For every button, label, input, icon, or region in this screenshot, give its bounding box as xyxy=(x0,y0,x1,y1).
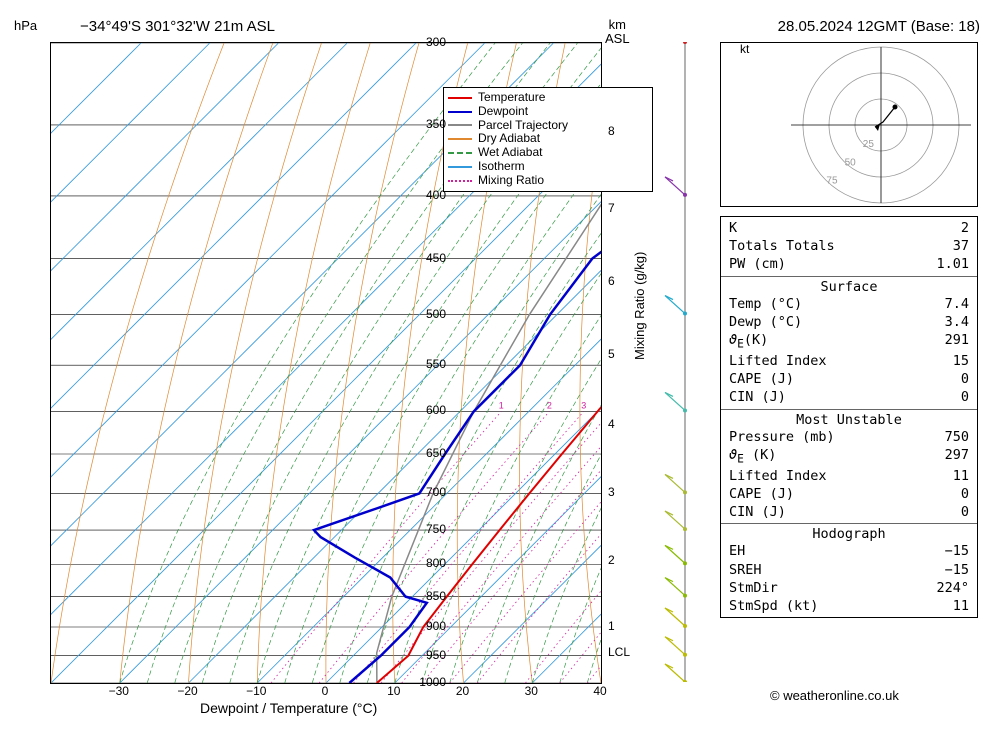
data-row: Pressure (mb)750 xyxy=(729,428,969,446)
data-row: EH−15 xyxy=(729,542,969,560)
ytick-altitude: 7 xyxy=(608,201,638,215)
xtick-temp: 20 xyxy=(443,684,483,698)
svg-text:2: 2 xyxy=(547,400,552,410)
ytick-altitude: 3 xyxy=(608,485,638,499)
data-row: K2 xyxy=(729,219,969,237)
xtick-temp: −10 xyxy=(236,684,276,698)
data-row: Lifted Index15 xyxy=(729,352,969,370)
ytick-pressure: 600 xyxy=(406,403,446,417)
y-axis-right-label: Mixing Ratio (g/kg) xyxy=(632,252,647,360)
svg-text:50: 50 xyxy=(845,157,857,168)
hodograph-svg: 25 50 75 xyxy=(721,43,977,206)
ytick-pressure: 850 xyxy=(406,589,446,603)
xtick-temp: 40 xyxy=(580,684,620,698)
svg-text:3: 3 xyxy=(581,400,586,410)
data-row: CIN (J)0 xyxy=(729,388,969,406)
data-row: StmDir224° xyxy=(729,579,969,597)
data-row: CIN (J)0 xyxy=(729,503,969,521)
svg-text:1: 1 xyxy=(499,400,504,410)
ytick-pressure: 700 xyxy=(406,485,446,499)
legend-item: Mixing Ratio xyxy=(448,174,648,188)
legend-item: Temperature xyxy=(448,91,648,105)
legend: TemperatureDewpointParcel TrajectoryDry … xyxy=(443,87,653,192)
ytick-altitude: 8 xyxy=(608,124,638,138)
data-row: StmSpd (kt)11 xyxy=(729,597,969,615)
data-section: Most UnstablePressure (mb)750ϑE (K)297Li… xyxy=(721,409,977,524)
ytick-pressure: 350 xyxy=(406,117,446,131)
title-location: −34°49'S 301°32'W 21m ASL xyxy=(80,18,275,35)
x-axis-label: Dewpoint / Temperature (°C) xyxy=(200,700,377,716)
skewt-container: hPa −34°49'S 301°32'W 21m ASL km ASL 28.… xyxy=(0,0,1000,733)
svg-text:25: 25 xyxy=(863,139,875,150)
ytick-pressure: 900 xyxy=(406,619,446,633)
title-datetime: 28.05.2024 12GMT (Base: 18) xyxy=(778,18,980,35)
xtick-temp: −30 xyxy=(99,684,139,698)
xtick-temp: 0 xyxy=(305,684,345,698)
copyright: © weatheronline.co.uk xyxy=(770,688,899,703)
data-row: Dewp (°C)3.4 xyxy=(729,313,969,331)
ytick-pressure: 750 xyxy=(406,522,446,536)
data-row: ϑE (K)297 xyxy=(729,446,969,467)
ytick-pressure: 300 xyxy=(406,35,446,49)
data-row: ϑE(K)291 xyxy=(729,331,969,352)
ytick-pressure: 400 xyxy=(406,188,446,202)
data-section: HodographEH−15SREH−15StmDir224°StmSpd (k… xyxy=(721,523,977,617)
ytick-altitude: 4 xyxy=(608,417,638,431)
ytick-pressure: 550 xyxy=(406,357,446,371)
ytick-pressure: 800 xyxy=(406,556,446,570)
data-panel: K2Totals Totals37PW (cm)1.01SurfaceTemp … xyxy=(720,216,978,618)
data-section: SurfaceTemp (°C)7.4Dewp (°C)3.4ϑE(K)291L… xyxy=(721,276,977,409)
data-row: Temp (°C)7.4 xyxy=(729,295,969,313)
xtick-temp: 10 xyxy=(374,684,414,698)
legend-item: Wet Adiabat xyxy=(448,146,648,160)
hodograph: 25 50 75 xyxy=(720,42,978,207)
svg-text:75: 75 xyxy=(826,176,838,187)
xtick-temp: −20 xyxy=(168,684,208,698)
ytick-pressure: 450 xyxy=(406,251,446,265)
data-row: Totals Totals37 xyxy=(729,237,969,255)
wind-barb-column xyxy=(660,42,710,682)
legend-item: Dewpoint xyxy=(448,105,648,119)
ytick-pressure: 950 xyxy=(406,648,446,662)
axis-label-km: km ASL xyxy=(605,18,630,47)
ytick-pressure: 650 xyxy=(406,446,446,460)
axis-label-hpa: hPa xyxy=(14,18,37,33)
data-row: CAPE (J)0 xyxy=(729,485,969,503)
ytick-pressure: 500 xyxy=(406,307,446,321)
ytick-altitude: 1 xyxy=(608,619,638,633)
legend-item: Isotherm xyxy=(448,160,648,174)
skewt-plot: 123456810152025 TemperatureDewpointParce… xyxy=(50,42,602,684)
data-row: Lifted Index11 xyxy=(729,467,969,485)
data-row: CAPE (J)0 xyxy=(729,370,969,388)
data-section: K2Totals Totals37PW (cm)1.01 xyxy=(721,217,977,276)
data-row: PW (cm)1.01 xyxy=(729,255,969,273)
ytick-altitude: LCL xyxy=(608,645,638,659)
ytick-altitude: 2 xyxy=(608,553,638,567)
xtick-temp: 30 xyxy=(511,684,551,698)
data-row: SREH−15 xyxy=(729,561,969,579)
